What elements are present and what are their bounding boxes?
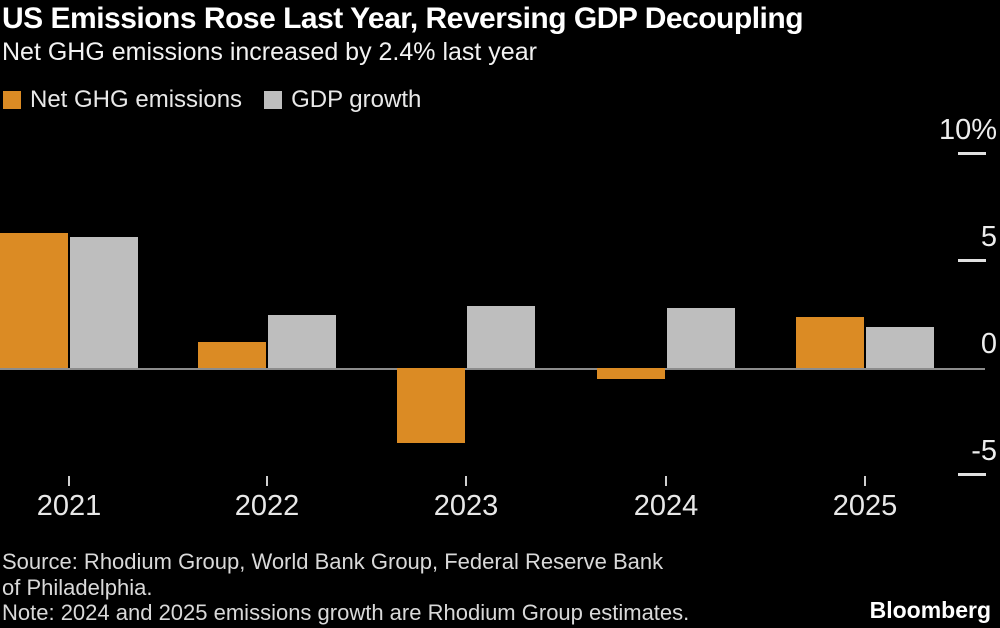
- y-tick-5: [958, 259, 986, 262]
- legend-label-emissions: Net GHG emissions: [30, 86, 243, 113]
- y-axis-label-0: 0: [980, 328, 997, 360]
- bar-2024-emissions: [597, 368, 665, 379]
- x-tick-2021: [68, 476, 70, 486]
- x-tick-2022: [266, 476, 268, 486]
- x-tick-2023: [465, 476, 467, 486]
- x-axis-label-2023: 2023: [433, 490, 499, 522]
- source-line-1: Source: Rhodium Group, World Bank Group,…: [2, 549, 664, 574]
- source-note: Source: Rhodium Group, World Bank Group,…: [2, 549, 862, 626]
- bar-2023-gdp: [467, 305, 535, 368]
- emissions-swatch-icon: [3, 91, 21, 109]
- y-axis-label--5: -5: [971, 435, 997, 467]
- legend-label-gdp: GDP growth: [291, 86, 422, 113]
- zero-axis-line: [0, 368, 985, 370]
- bar-2025-emissions: [796, 316, 864, 368]
- page-title: US Emissions Rose Last Year, Reversing G…: [2, 2, 804, 35]
- x-tick-2025: [864, 476, 866, 486]
- x-axis-label-2022: 2022: [234, 490, 300, 522]
- gdp-swatch-icon: [264, 91, 283, 109]
- y-axis-label-10: 10%: [938, 114, 997, 146]
- bar-2023-emissions: [397, 368, 465, 443]
- y-axis-label-5: 5: [980, 221, 997, 253]
- source-line-2: of Philadelphia.: [2, 574, 153, 600]
- bar-2022-gdp: [268, 314, 336, 368]
- bar-2021-gdp: [70, 237, 138, 368]
- note-line: Note: 2024 and 2025 emissions growth are…: [2, 600, 690, 625]
- y-tick--5: [958, 473, 986, 476]
- legend-item-emissions: Net GHG emissions: [3, 86, 242, 114]
- x-tick-2024: [665, 476, 667, 486]
- x-axis-label-2025: 2025: [832, 490, 898, 522]
- legend: Net GHG emissions GDP growth: [3, 86, 421, 114]
- y-tick-10: [958, 152, 986, 155]
- bar-2025-gdp: [866, 327, 934, 368]
- bloomberg-logo: Bloomberg: [869, 597, 991, 623]
- legend-item-gdp: GDP growth: [264, 86, 421, 114]
- x-axis-label-2021: 2021: [36, 490, 102, 522]
- chart-subtitle: Net GHG emissions increased by 2.4% last…: [2, 38, 537, 66]
- bar-2021-emissions: [0, 233, 68, 368]
- bar-2022-emissions: [198, 342, 266, 368]
- bar-2024-gdp: [667, 308, 735, 368]
- x-axis-label-2024: 2024: [633, 490, 699, 522]
